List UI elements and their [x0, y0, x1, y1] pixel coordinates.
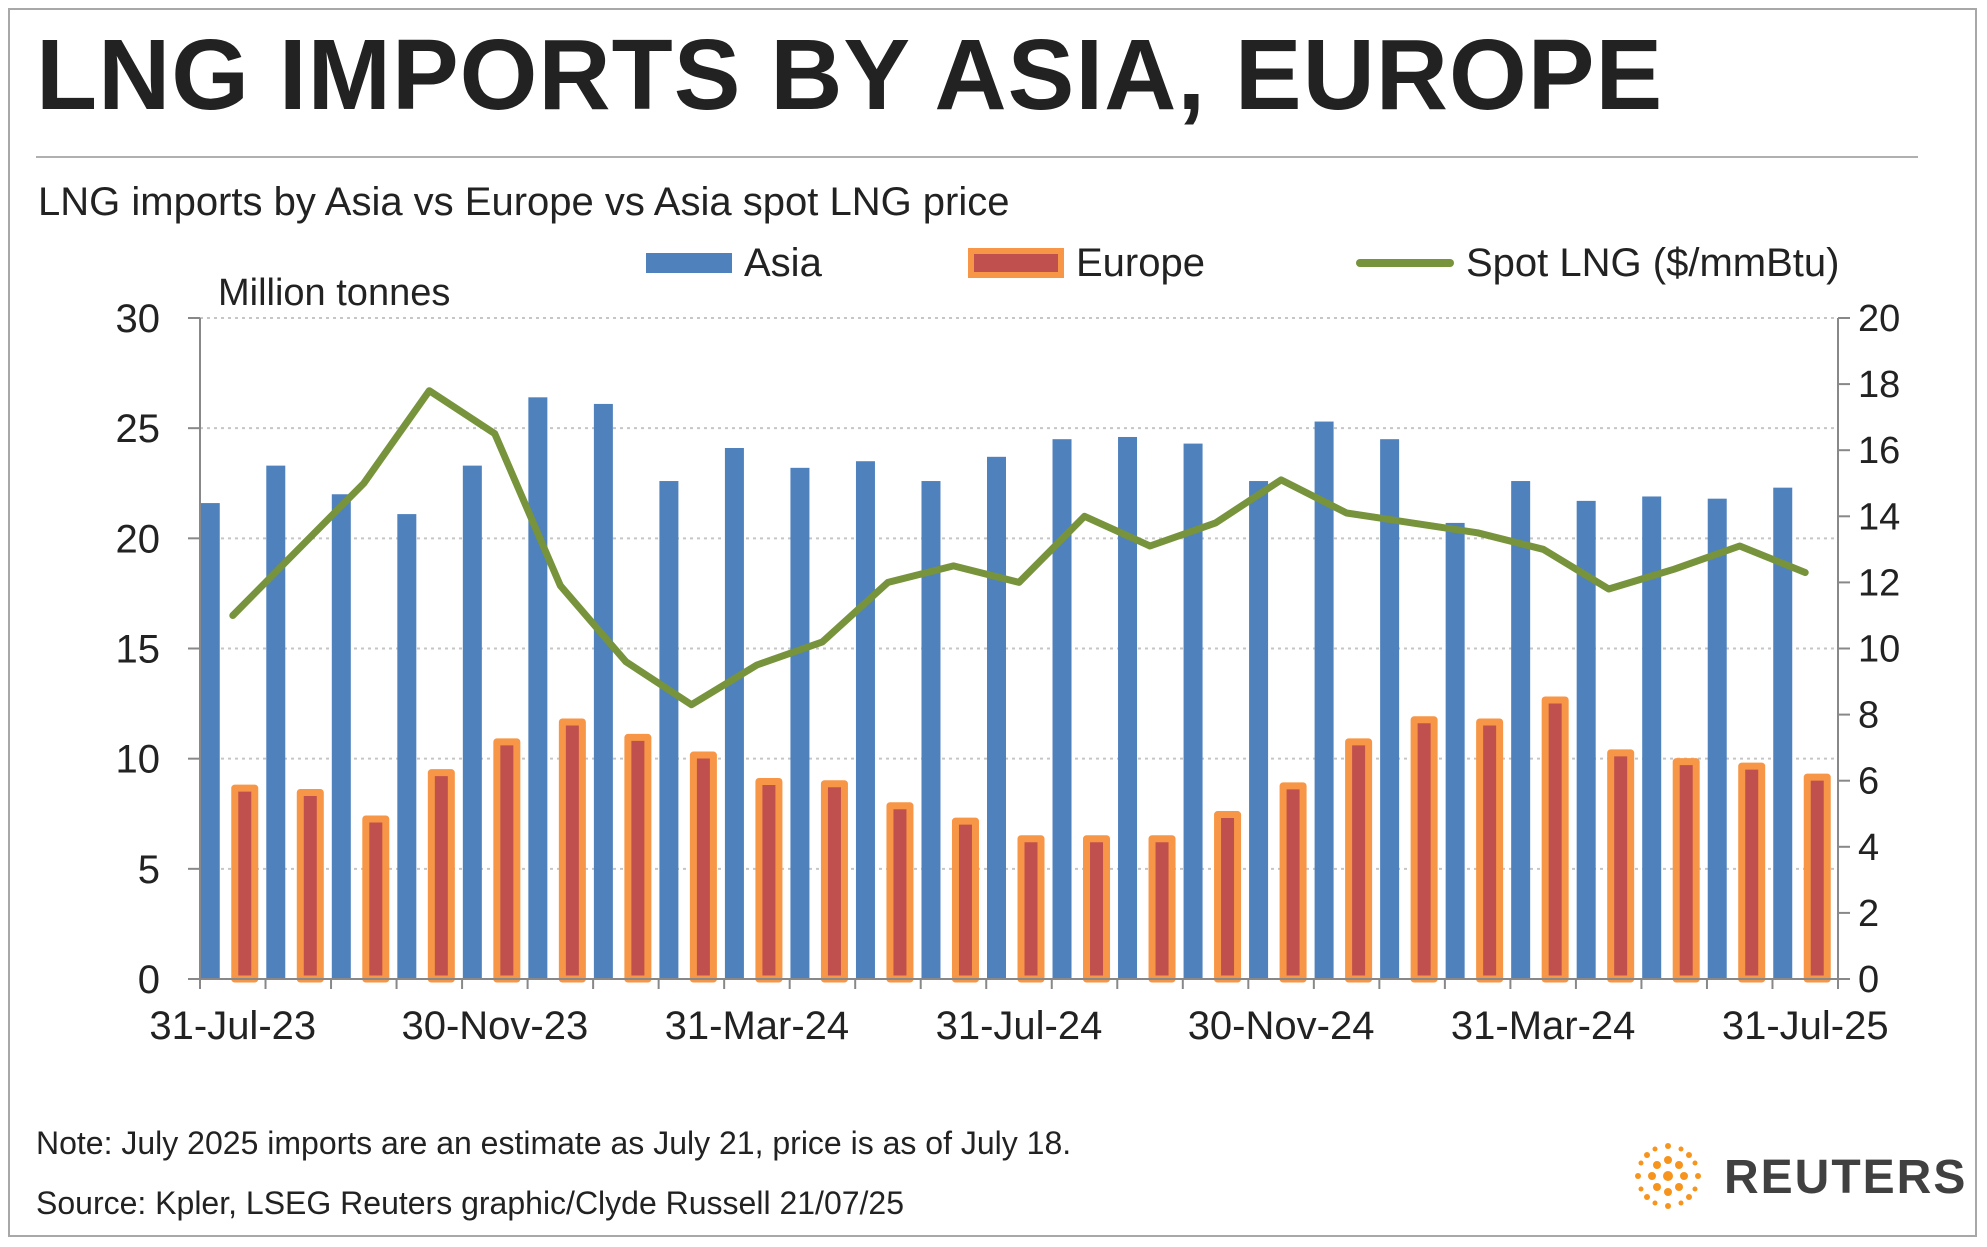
bar-europe: [1148, 835, 1176, 983]
y-left-tick-label: 15: [116, 628, 161, 672]
bar-europe: [493, 738, 521, 983]
page-title: LNG IMPORTS BY ASIA, EUROPE: [36, 19, 1664, 131]
y-left-tick-label: 5: [138, 848, 160, 892]
legend-label-europe: Europe: [1076, 240, 1205, 285]
legend-label-asia: Asia: [744, 240, 822, 285]
bar-asia: [1773, 487, 1793, 979]
legend-swatch-asia: [646, 253, 732, 273]
y-left-tick-label: 25: [116, 407, 161, 451]
bar-europe: [1738, 762, 1766, 983]
legend-swatch-europe: [968, 248, 1064, 278]
bar-europe: [1017, 835, 1045, 983]
bar-europe: [1541, 696, 1569, 983]
y-left-tick-label: 30: [116, 297, 161, 341]
bar-asia: [1445, 522, 1465, 979]
y-left-tick-label: 20: [116, 517, 161, 561]
bar-asia: [528, 397, 548, 979]
y-right-tick-label: 14: [1858, 496, 1900, 538]
bar-europe: [558, 718, 586, 983]
bar-asia: [200, 503, 220, 979]
legend-item-spot: Spot LNG ($/mmBtu): [1356, 240, 1839, 286]
legend-item-europe: Europe: [968, 240, 1205, 286]
bar-asia: [462, 465, 482, 980]
bar-europe: [231, 784, 259, 983]
bar-asia: [1576, 500, 1596, 979]
y-right-tick-label: 6: [1858, 761, 1879, 803]
bar-europe: [1476, 718, 1504, 983]
x-tick-label: 31-Jul-24: [936, 1004, 1103, 1048]
legend-swatch-spot: [1356, 259, 1454, 267]
x-tick-label: 31-Jul-23: [149, 1004, 316, 1048]
bar-asia: [724, 447, 744, 979]
bar-asia: [1249, 481, 1269, 979]
title-divider: [36, 156, 1918, 158]
bar-asia: [397, 514, 417, 979]
line-spot-lng: [229, 387, 1809, 709]
y-right-tick-label: 2: [1858, 893, 1879, 935]
x-tick-label: 31-Mar-24: [1451, 1004, 1636, 1048]
chart-subtitle: LNG imports by Asia vs Europe vs Asia sp…: [38, 180, 1010, 224]
reuters-logo-text: REUTERS: [1724, 1151, 1968, 1204]
bar-europe: [1279, 782, 1307, 983]
bar-asia: [593, 403, 613, 979]
bar-europe: [427, 769, 455, 983]
x-tick-label: 31-Jul-25: [1722, 1004, 1889, 1048]
y-right-tick-label: 20: [1858, 298, 1900, 340]
x-tick-label: 30-Nov-23: [401, 1004, 588, 1048]
bar-asia: [1707, 498, 1727, 979]
bar-europe: [1214, 811, 1242, 983]
legend-label-spot: Spot LNG ($/mmBtu): [1466, 240, 1840, 285]
bar-europe: [1083, 835, 1111, 983]
bar-europe: [689, 751, 717, 983]
y-right-tick-label: 18: [1858, 364, 1900, 406]
bar-asia: [1642, 496, 1662, 979]
bar-asia: [1183, 443, 1203, 980]
bar-asia: [921, 481, 941, 979]
bar-europe: [1410, 716, 1438, 983]
lng-imports-chart: 0 5 10 15 20 25 30 0 2 4 6 8 10 12 14 16 18 20 31-Jul-23 30…: [116, 297, 1901, 1048]
bar-europe: [362, 815, 390, 983]
bar-asia: [659, 481, 679, 979]
chart-note: Note: July 2025 imports are an estimate …: [36, 1125, 1072, 1161]
bar-asia: [1052, 439, 1072, 979]
reuters-logo-icon: [1635, 1143, 1701, 1209]
y-right-tick-label: 10: [1858, 629, 1900, 671]
x-tick-label: 31-Mar-24: [665, 1004, 850, 1048]
y-right-tick-label: 8: [1858, 695, 1879, 737]
bar-europe: [951, 817, 979, 983]
bar-asia: [1511, 481, 1531, 979]
y-left-tick-label: 10: [116, 738, 161, 782]
bar-europe: [755, 777, 783, 983]
bar-asia: [1314, 421, 1334, 980]
y-right-tick-label: 16: [1858, 430, 1900, 472]
y-left-tick-label: 0: [138, 958, 160, 1002]
bar-europe: [1607, 749, 1635, 983]
y-right-tick-label: 12: [1858, 562, 1900, 604]
left-axis-unit-label: Million tonnes: [218, 272, 451, 314]
bar-europe: [1345, 738, 1373, 983]
bar-asia: [1118, 436, 1138, 980]
bar-asia: [855, 461, 875, 979]
bar-europe: [624, 733, 652, 983]
bar-europe: [1803, 773, 1831, 983]
bar-asia: [987, 456, 1006, 979]
legend-item-asia: Asia: [646, 240, 822, 286]
chart-source: Source: Kpler, LSEG Reuters graphic/Clyd…: [36, 1185, 905, 1221]
bar-asia: [1380, 439, 1400, 979]
chart-frame: [8, 8, 1977, 1237]
bar-europe: [820, 780, 848, 983]
bar-europe: [886, 802, 914, 983]
x-tick-label: 30-Nov-24: [1188, 1004, 1375, 1048]
y-right-tick-label: 4: [1858, 827, 1879, 869]
y-right-tick-label: 0: [1858, 959, 1879, 1001]
bar-europe: [296, 789, 324, 983]
bar-asia: [331, 494, 351, 979]
reuters-logo: REUTERS: [1628, 1136, 1965, 1216]
bar-europe: [1672, 758, 1700, 983]
bar-asia: [790, 467, 810, 979]
bar-asia: [266, 465, 286, 980]
